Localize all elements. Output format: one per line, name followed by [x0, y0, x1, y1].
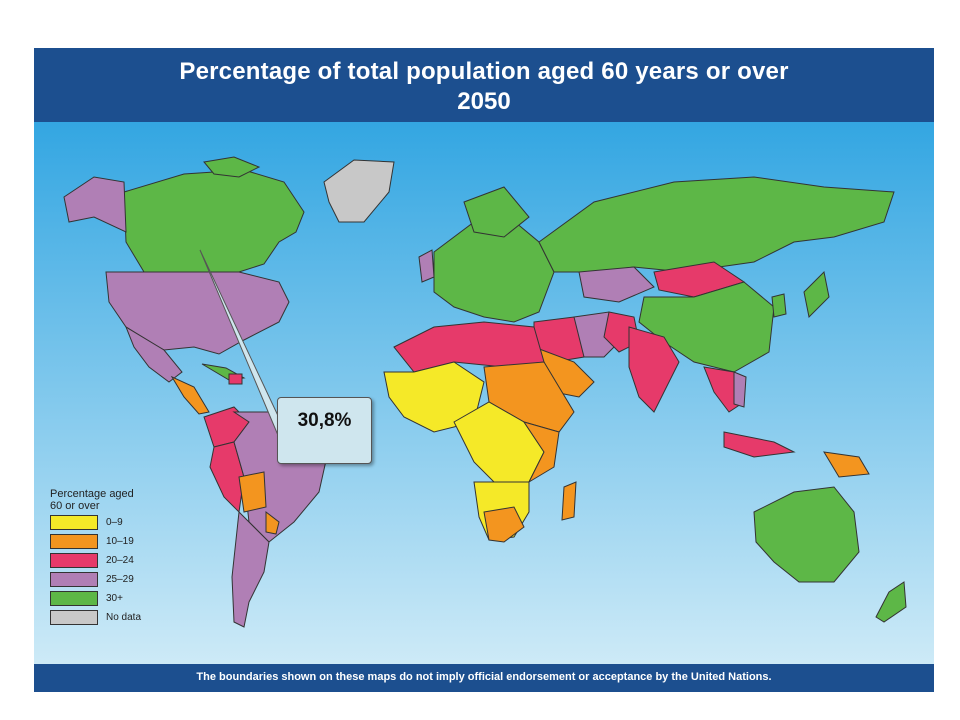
legend-swatch [50, 591, 98, 606]
world-map [63, 156, 907, 628]
legend: Percentage aged 60 or over 0–9 10–19 20–24… [50, 488, 200, 626]
region-china [638, 281, 775, 373]
legend-swatch [50, 610, 98, 625]
region-mexico [124, 325, 183, 383]
region-new-zealand [875, 581, 907, 623]
title-bar: Percentage of total population aged 60 y… [34, 48, 934, 122]
region-central-america [170, 375, 210, 415]
region-india [628, 326, 680, 413]
legend-label: 25–29 [106, 574, 134, 585]
legend-label: 10–19 [106, 536, 134, 547]
map-title: Percentage of total population aged 60 y… [179, 58, 789, 85]
legend-swatch [50, 553, 98, 568]
legend-swatch [50, 515, 98, 530]
region-japan [803, 270, 830, 319]
region-scandinavia [463, 186, 530, 238]
footer-disclaimer: The boundaries shown on these maps do no… [196, 671, 772, 683]
map-year: 2050 [457, 88, 511, 115]
legend-item: 30+ [50, 590, 200, 607]
region-alaska [63, 176, 127, 233]
legend-item: 25–29 [50, 571, 200, 588]
legend-swatch [50, 572, 98, 587]
region-bolivia [238, 471, 267, 513]
region-canada-islands [203, 156, 261, 178]
region-madagascar [561, 481, 577, 521]
footer-bar: The boundaries shown on these maps do no… [34, 664, 934, 692]
callout-box: 30,8% [277, 397, 372, 464]
legend-item: 10–19 [50, 533, 200, 550]
legend-item: No data [50, 609, 200, 626]
region-caribbean-2 [228, 373, 243, 385]
legend-title: Percentage aged 60 or over [50, 488, 134, 512]
region-uruguay [265, 510, 280, 535]
region-kazakhstan [578, 266, 655, 303]
legend-label: 20–24 [106, 555, 134, 566]
region-australia [753, 486, 860, 583]
legend-label: 30+ [106, 593, 123, 604]
legend-item: 20–24 [50, 552, 200, 569]
region-greenland [323, 159, 395, 223]
legend-swatch [50, 534, 98, 549]
legend-item: 0–9 [50, 514, 200, 531]
region-papua [823, 451, 870, 478]
legend-label: No data [106, 612, 142, 623]
region-uk [418, 249, 435, 283]
region-east-africa [522, 421, 560, 484]
legend-label: 0–9 [106, 517, 123, 528]
region-vietnam [733, 371, 747, 408]
region-indonesia [723, 431, 796, 458]
region-argentina [231, 510, 270, 628]
region-korea [771, 293, 787, 318]
callout-value: 30,8% [297, 410, 352, 431]
region-south-africa [483, 506, 525, 543]
